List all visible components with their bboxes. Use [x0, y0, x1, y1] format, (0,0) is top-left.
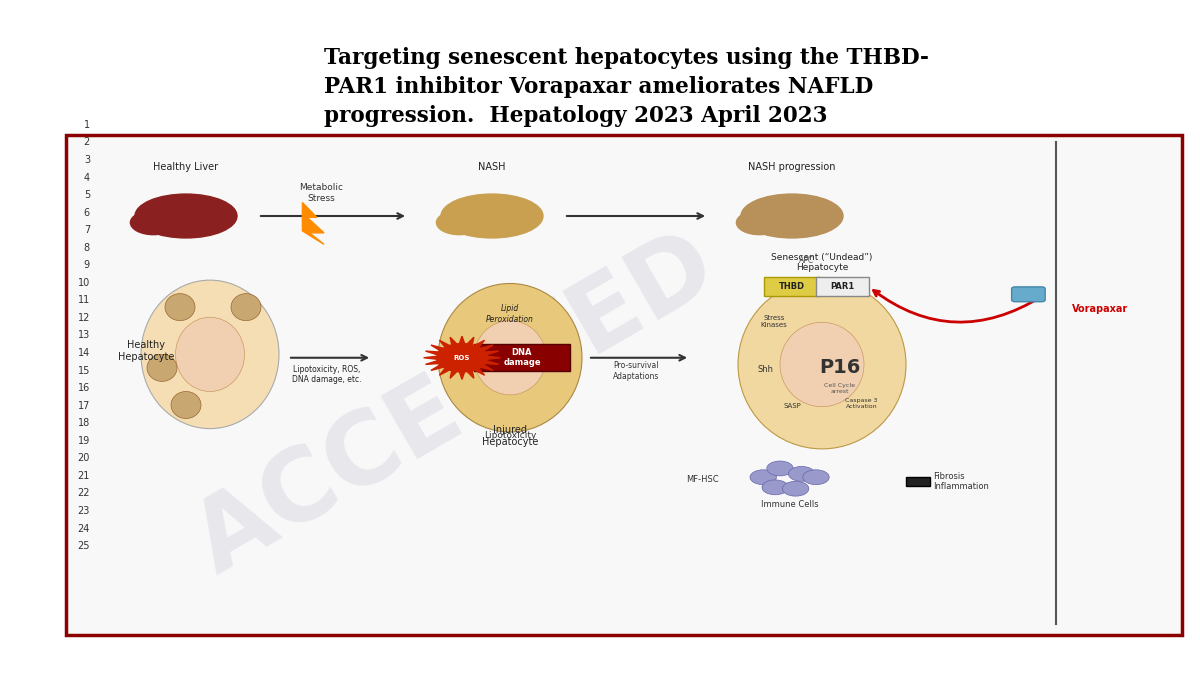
Text: 7: 7 — [84, 225, 90, 235]
Text: 12: 12 — [78, 313, 90, 323]
Text: 16: 16 — [78, 383, 90, 393]
Text: NASH progression: NASH progression — [749, 162, 835, 172]
Text: 1: 1 — [84, 120, 90, 130]
Text: 5: 5 — [84, 190, 90, 200]
Text: PAR1: PAR1 — [830, 282, 854, 292]
Text: 4: 4 — [84, 173, 90, 182]
Ellipse shape — [146, 354, 178, 381]
Ellipse shape — [166, 294, 194, 321]
Text: Targeting senescent hepatocytes using the THBD-
PAR1 inhibitor Vorapaxar amelior: Targeting senescent hepatocytes using th… — [324, 47, 929, 127]
Ellipse shape — [742, 194, 842, 238]
Text: DNA
damage: DNA damage — [503, 348, 541, 367]
Circle shape — [767, 461, 793, 476]
Text: 8: 8 — [84, 243, 90, 252]
Circle shape — [803, 470, 829, 485]
Polygon shape — [424, 336, 500, 379]
Text: 3: 3 — [84, 155, 90, 165]
Text: 10: 10 — [78, 278, 90, 288]
Text: ACCEPTED: ACCEPTED — [179, 217, 733, 593]
Text: Lipotoxicity, ROS,
DNA damage, etc.: Lipotoxicity, ROS, DNA damage, etc. — [292, 364, 361, 384]
Ellipse shape — [474, 321, 546, 395]
Text: Pro-survival
Adaptations: Pro-survival Adaptations — [613, 361, 659, 381]
Text: Healthy Liver: Healthy Liver — [154, 162, 218, 172]
Text: 24: 24 — [78, 524, 90, 533]
FancyBboxPatch shape — [764, 277, 820, 296]
Circle shape — [750, 470, 776, 485]
Circle shape — [788, 466, 815, 481]
Text: ROS: ROS — [454, 355, 470, 360]
FancyBboxPatch shape — [816, 277, 869, 296]
Text: Healthy
Hepatocyte: Healthy Hepatocyte — [119, 340, 174, 362]
Text: Cell Cycle
arrest: Cell Cycle arrest — [824, 383, 856, 394]
Text: Immune Cells: Immune Cells — [761, 500, 818, 510]
Text: Fibrosis
Inflammation: Fibrosis Inflammation — [934, 472, 990, 491]
FancyBboxPatch shape — [66, 135, 1182, 634]
Text: 23: 23 — [78, 506, 90, 516]
Text: Vorapaxar: Vorapaxar — [1072, 304, 1128, 314]
Circle shape — [782, 481, 809, 496]
Ellipse shape — [172, 392, 202, 418]
Text: 18: 18 — [78, 418, 90, 428]
Text: Lipid
Peroxidation: Lipid Peroxidation — [486, 304, 534, 323]
Text: 11: 11 — [78, 296, 90, 305]
FancyBboxPatch shape — [906, 477, 930, 486]
Text: 13: 13 — [78, 331, 90, 340]
Text: MF-HSC: MF-HSC — [685, 475, 719, 484]
Text: 22: 22 — [78, 489, 90, 498]
Polygon shape — [302, 202, 324, 244]
Ellipse shape — [438, 284, 582, 432]
Text: 20: 20 — [78, 454, 90, 463]
Text: 15: 15 — [78, 366, 90, 375]
Circle shape — [762, 480, 788, 495]
Ellipse shape — [131, 211, 176, 235]
Ellipse shape — [134, 194, 238, 238]
Text: Metabolic
Stress: Metabolic Stress — [300, 183, 343, 202]
Text: APC: APC — [799, 256, 814, 265]
Text: SASP: SASP — [784, 404, 800, 409]
Text: Stress
Kinases: Stress Kinases — [761, 315, 787, 328]
FancyBboxPatch shape — [474, 344, 570, 371]
Text: 2: 2 — [84, 138, 90, 147]
Text: P16: P16 — [820, 358, 860, 377]
Text: 9: 9 — [84, 261, 90, 270]
Text: Senescent (“Undead”)
Hepatocyte: Senescent (“Undead”) Hepatocyte — [772, 252, 872, 272]
Ellipse shape — [737, 211, 782, 235]
Ellipse shape — [142, 280, 278, 429]
FancyBboxPatch shape — [1012, 287, 1045, 302]
Ellipse shape — [437, 211, 482, 235]
Text: NASH: NASH — [479, 162, 505, 172]
Ellipse shape — [175, 317, 245, 392]
Text: 19: 19 — [78, 436, 90, 446]
Text: 14: 14 — [78, 348, 90, 358]
Ellipse shape — [738, 280, 906, 449]
Text: Shh: Shh — [757, 365, 774, 375]
Text: 17: 17 — [78, 401, 90, 410]
Text: 25: 25 — [78, 541, 90, 551]
Text: 6: 6 — [84, 208, 90, 217]
Text: THBD: THBD — [779, 282, 805, 292]
Text: Lipotoxicity: Lipotoxicity — [484, 431, 536, 439]
Ellipse shape — [442, 194, 542, 238]
Ellipse shape — [780, 323, 864, 406]
Text: Caspase 3
Activation: Caspase 3 Activation — [845, 398, 878, 409]
Text: Injured
Hepatocyte: Injured Hepatocyte — [482, 425, 538, 447]
Text: 21: 21 — [78, 471, 90, 481]
Ellipse shape — [230, 294, 262, 321]
